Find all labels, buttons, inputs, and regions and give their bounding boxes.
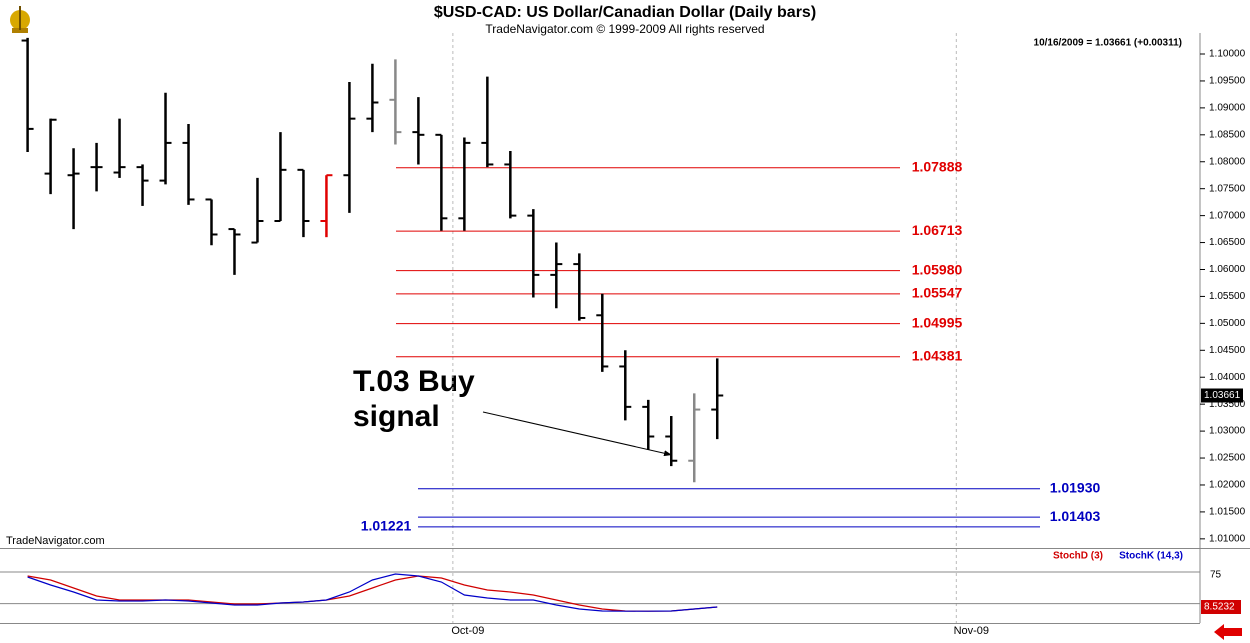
y-tick-label: 1.07500 [1209,183,1246,194]
y-tick-label: 1.08500 [1209,129,1246,140]
y-tick-label: 1.05000 [1209,318,1246,329]
series-line [27,573,718,612]
level-label: 1.01930 [1050,479,1101,495]
y-tick-label: 1.07000 [1209,210,1246,221]
y-tick-label: 1.10000 [1209,49,1246,60]
level-label: 1.04381 [912,347,963,363]
value-box [1201,599,1241,614]
logo [10,6,30,33]
y-tick-label: 1.01500 [1209,507,1246,518]
y-tick-label: 1.06500 [1209,237,1246,248]
y-tick-label: 75 [1210,570,1222,581]
watermark: TradeNavigator.com [6,535,105,547]
quote: 10/16/2009 = 1.03661 (+0.00311) [1034,38,1182,49]
level-label: 1.01221 [361,518,412,534]
annotation-arrow [482,411,673,457]
y-tick-label: 1.06000 [1209,264,1246,275]
level-label: 1.05547 [912,285,963,301]
x-tick-label: Oct-09 [451,625,484,637]
price-box-label: 1.03661 [1204,390,1241,401]
series-line [27,575,718,612]
value-box-label: 8.5232 [1204,602,1235,613]
chart-title: $USD-CAD: US Dollar/Canadian Dollar (Dai… [434,4,816,21]
y-tick-label: 1.01000 [1209,533,1246,544]
level-label: 1.07888 [912,158,963,174]
x-tick-label: Nov-09 [954,625,989,637]
level-label: 1.01403 [1050,508,1101,524]
y-tick-label: 1.04000 [1209,372,1246,383]
level-label: 1.04995 [912,314,963,330]
y-tick-label: 1.03000 [1209,426,1246,437]
level-label: 1.05980 [912,261,963,277]
y-tick-label: 1.02000 [1209,480,1246,491]
chart-subtitle: TradeNavigator.com © 1999-2009 All right… [485,22,764,36]
y-tick-label: 1.03500 [1209,399,1246,410]
nav-arrow[interactable] [1214,624,1242,640]
y-tick-label: 1.02500 [1209,453,1246,464]
y-tick-label: 1.09500 [1209,76,1246,87]
y-tick-label: 1.08000 [1209,156,1246,167]
legend-entry: StochD (3) [1053,551,1103,562]
annotation: signal [353,400,440,433]
y-tick-label: 1.05500 [1209,291,1246,302]
y-tick-label: 1.04500 [1209,345,1246,356]
legend-entry: StochK (14,3) [1119,551,1183,562]
price-box [1201,388,1243,403]
y-tick-label: 1.09000 [1209,103,1246,114]
annotation: T.03 Buy [353,365,475,398]
level-label: 1.06713 [912,222,963,238]
